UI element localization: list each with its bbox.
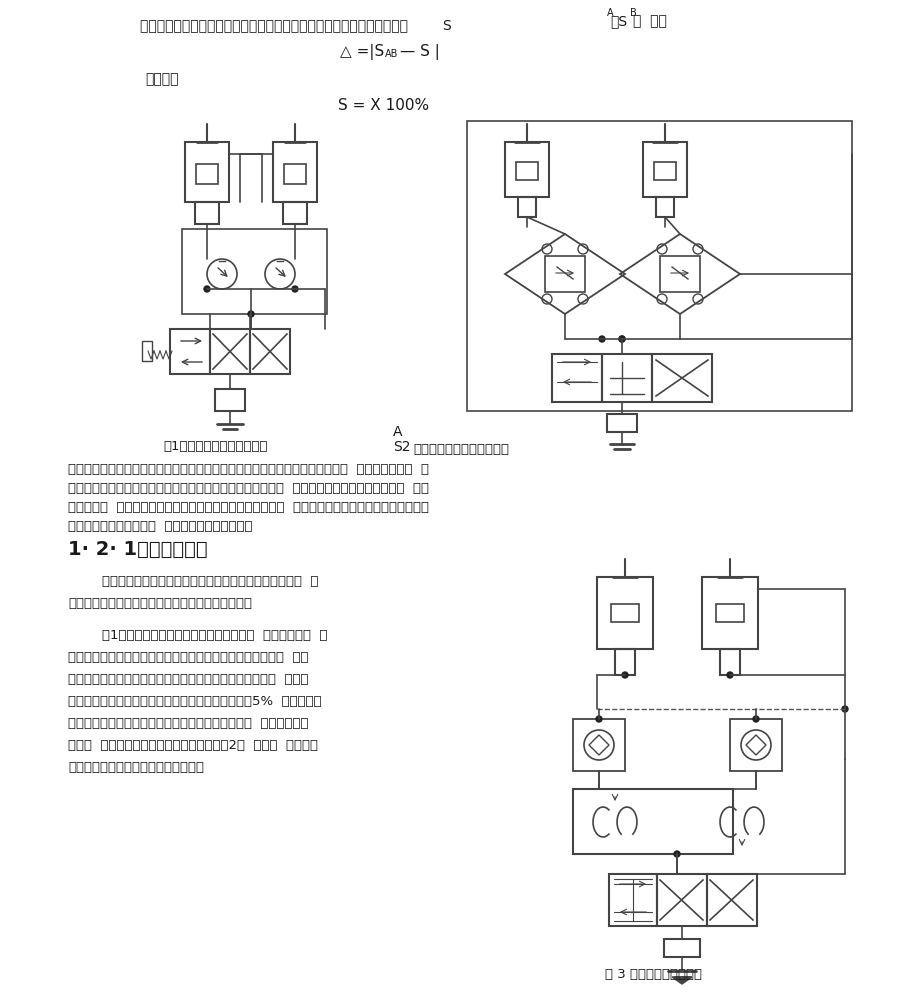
Text: 低，不宜用于偏载或负载变化频繁的场合，、。为改  善其同步精度: 低，不宜用于偏载或负载变化频繁的场合，、。为改 善其同步精度	[68, 717, 308, 730]
Text: 的同步，但同步精度受油温和负载的影响较大，仅达5%  且系统效率: 的同步，但同步精度受油温和负载的影响较大，仅达5% 且系统效率	[68, 694, 322, 708]
Bar	[701, 578, 757, 649]
Polygon shape	[671, 977, 691, 984]
Text: S = X 100%: S = X 100%	[337, 97, 428, 113]
Bar	[185, 143, 229, 203]
Bar	[614, 649, 634, 675]
Text: A: A	[607, 8, 613, 18]
Bar	[720, 649, 739, 675]
Bar	[516, 163, 538, 181]
Text: 1· 2· 1流量同步回路: 1· 2· 1流量同步回路	[68, 540, 208, 559]
Bar	[551, 355, 601, 403]
Bar	[706, 874, 756, 926]
Text: 由于负载不均衡、摩擦力不等、液压缸泄漏量不同、空气的混入和制造误差等因  素都会影响同步  精: 由于负载不均衡、摩擦力不等、液压缸泄漏量不同、空气的混入和制造误差等因 素都会影…	[68, 462, 428, 475]
Text: AB: AB	[384, 49, 398, 59]
Text: 上装上单向节流阀，调节节流阀的流量达到近似的速度同步。  节流: 上装上单向节流阀，调节节流阀的流量达到近似的速度同步。 节流	[68, 650, 308, 663]
Text: 可采用  温度补偿的调速阀来代替节流阀。图2为  采用调  速阀和流: 可采用 温度补偿的调速阀来代替节流阀。图2为 采用调 速阀和流	[68, 739, 318, 751]
Bar	[182, 230, 326, 315]
Bar	[655, 198, 674, 218]
Circle shape	[752, 717, 758, 723]
Text: 相对误差: 相对误差	[145, 72, 178, 85]
Bar	[652, 355, 711, 403]
Bar	[273, 143, 317, 203]
Circle shape	[726, 672, 732, 678]
Circle shape	[248, 312, 254, 318]
Text: ，  则其: ， 则其	[632, 14, 666, 28]
Bar	[284, 165, 306, 185]
Bar	[715, 604, 743, 622]
Bar	[653, 163, 675, 181]
Bar	[659, 256, 699, 292]
Text: 同步，同步  的精度取决于机构的刚度。如果两液压缸负载差  别较大，会因偏载造成活塞和活塞杆卡: 同步，同步 的精度取决于机构的刚度。如果两液压缸负载差 别较大，会因偏载造成活塞…	[68, 501, 428, 514]
Text: 示，以两个同步液压缸为例，若两个液压缸运动到端点时分别为绝对误差        S: 示，以两个同步液压缸为例，若两个液压缸运动到端点时分别为绝对误差 S	[140, 18, 451, 32]
Bar	[729, 720, 781, 771]
Text: 图1为液压缸单侧回油节流同步回路。在各  液压缸的回油  路: 图1为液压缸单侧回油节流同步回路。在各 液压缸的回油 路	[68, 628, 327, 641]
Text: 死现象，因此，尚需要用  液压方法来保证其同步。: 死现象，因此，尚需要用 液压方法来保证其同步。	[68, 520, 252, 533]
Bar	[196, 165, 218, 185]
Text: 圖 3 分流集流阀同步回路: 圖 3 分流集流阀同步回路	[605, 967, 701, 980]
Bar	[505, 143, 549, 198]
Circle shape	[598, 337, 605, 343]
Bar	[215, 390, 244, 412]
Text: A: A	[392, 424, 403, 438]
Bar	[601, 355, 652, 403]
Bar	[610, 604, 639, 622]
Text: 和S: 和S	[609, 14, 627, 28]
Bar	[142, 342, 152, 362]
Bar	[607, 414, 636, 432]
Bar	[467, 122, 851, 412]
Bar	[573, 720, 624, 771]
Text: 图1液压缸单侧节流同步回路: 图1液压缸单侧节流同步回路	[163, 439, 267, 452]
Text: 向整流板使液压缸双向均能进行节流控: 向整流板使液压缸双向均能进行节流控	[68, 760, 204, 773]
Bar	[573, 789, 732, 854]
Circle shape	[291, 286, 298, 292]
Text: — S |: — S |	[400, 44, 439, 60]
Text: 液压缸双向节流阀同步回路: 液压缸双向节流阀同步回路	[413, 442, 508, 455]
Circle shape	[204, 286, 210, 292]
Text: 流量，使液压缸活塞运动速度相等，实现速度同步。: 流量，使液压缸活塞运动速度相等，实现速度同步。	[68, 596, 252, 609]
Circle shape	[618, 337, 624, 343]
Bar	[195, 203, 219, 225]
Text: 度。用刚性的构件、齿轮齿条副或连杆机构可使两液压缸活塞  杆建立刚性的运动联系，实现位  移的: 度。用刚性的构件、齿轮齿条副或连杆机构可使两液压缸活塞 杆建立刚性的运动联系，实…	[68, 481, 428, 494]
Circle shape	[621, 672, 628, 678]
Text: S2: S2	[392, 439, 410, 453]
Text: △ =|S: △ =|S	[340, 44, 384, 60]
Circle shape	[618, 337, 624, 343]
Bar	[642, 143, 686, 198]
Bar	[283, 203, 307, 225]
Circle shape	[841, 707, 847, 713]
Bar	[170, 330, 210, 375]
Circle shape	[674, 851, 679, 857]
Text: 阀同步回路液压系统非常简单、成本低，可以调速和实现多  液压缸: 阀同步回路液压系统非常简单、成本低，可以调速和实现多 液压缸	[68, 672, 308, 685]
Bar	[664, 939, 699, 957]
Text: B: B	[630, 8, 636, 18]
Bar	[608, 874, 656, 926]
Bar	[544, 256, 584, 292]
Bar	[596, 578, 652, 649]
Bar	[250, 330, 289, 375]
Bar	[517, 198, 536, 218]
Bar	[656, 874, 706, 926]
Circle shape	[596, 717, 601, 723]
Text: 流量同步回路是通过流量控制阀控制进入或流出两液压缸  的: 流量同步回路是通过流量控制阀控制进入或流出两液压缸 的	[68, 575, 318, 587]
Bar	[210, 330, 250, 375]
